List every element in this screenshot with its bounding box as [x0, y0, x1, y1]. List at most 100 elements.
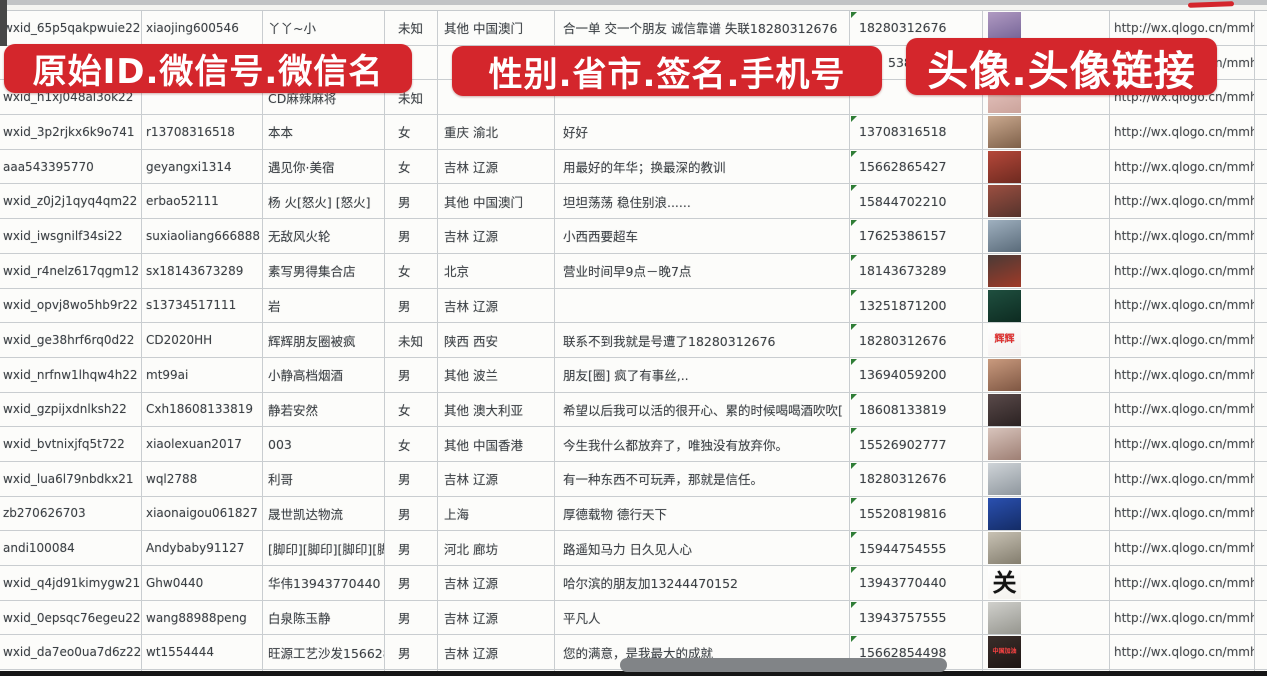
cell-province-city[interactable]: 北京 — [438, 253, 555, 288]
cell-province-city[interactable] — [438, 80, 555, 115]
cell-wechat-id[interactable]: xiaonaigou061827 — [142, 496, 263, 531]
cell-signature[interactable]: 小西西要超车 — [555, 219, 850, 253]
cell-original-id[interactable]: wxid_h1xj048al3ok22 — [0, 80, 142, 115]
cell-signature[interactable]: 今生我什么都放弃了，唯独没有放弃你。 — [555, 427, 850, 461]
cell-original-id[interactable]: wxid_da7eo0ua7d6z22 — [0, 635, 142, 670]
cell-original-id[interactable]: wxid_nrfnw1lhqw4h22 — [0, 357, 142, 392]
cell-gender[interactable]: 女 — [385, 427, 438, 461]
cell-gender[interactable]: 男 — [385, 288, 438, 323]
cell-wechat-name[interactable]: 静若安然 — [263, 392, 385, 427]
cell-gender[interactable]: 男 — [385, 461, 438, 496]
cell-avatar-link[interactable]: http://wx.qlogo.cn/mmhead — [1110, 253, 1255, 288]
cell-phone-number[interactable]: 18143673289 — [850, 253, 983, 288]
cell-province-city[interactable]: 其他 中国澳门 — [438, 184, 555, 219]
cell-phone-number[interactable]: 18280312676 — [850, 11, 983, 45]
cell-avatar-link[interactable]: http://wx.qlogo.cn/mmhead — [1110, 461, 1255, 496]
cell-avatar-link[interactable]: http://wx.qlogo.cn/mmhead — [1110, 566, 1255, 600]
cell-signature[interactable]: 营业时间早9点－晚7点 — [555, 253, 850, 288]
cell-phone-number[interactable]: 15844702210 — [850, 184, 983, 219]
cell-signature[interactable]: 您的满意，是我最大的成就 — [555, 635, 850, 670]
cell-province-city[interactable]: 吉林 辽源 — [438, 566, 555, 600]
cell-wechat-id[interactable]: geyangxi1314 — [142, 149, 263, 184]
cell-signature[interactable]: 坦坦荡荡 稳住别浪...... — [555, 184, 850, 219]
cell-avatar[interactable] — [983, 392, 1110, 427]
cell-wechat-id[interactable]: sx18143673289 — [142, 253, 263, 288]
cell-avatar[interactable] — [983, 600, 1110, 635]
cell-avatar-link[interactable]: http://wx.qlogo.cn/mmhead — [1110, 323, 1255, 357]
cell-gender[interactable]: 女 — [385, 253, 438, 288]
cell-signature[interactable]: 用最好的年华；换最深的教训 — [555, 149, 850, 184]
cell-avatar[interactable] — [983, 496, 1110, 531]
cell-signature[interactable]: 朋友[圈] 疯了有事丝,.. — [555, 357, 850, 392]
cell-province-city[interactable]: 河北 廊坊 — [438, 531, 555, 565]
cell-avatar[interactable]: 关 — [983, 566, 1110, 600]
cell-avatar-link[interactable]: http://wx.qlogo.cn/mmhead — [1110, 184, 1255, 219]
cell-original-id[interactable]: wxid_iwsgnilf34si22 — [0, 219, 142, 253]
cell-gender[interactable]: 男 — [385, 357, 438, 392]
cell-gender[interactable]: 未知 — [385, 11, 438, 45]
cell-wechat-id[interactable]: Andybaby91127 — [142, 531, 263, 565]
cell-original-id[interactable]: aaa543395770 — [0, 149, 142, 184]
cell-phone-number[interactable]: 18280312676 — [850, 323, 983, 357]
cell-province-city[interactable]: 其他 澳大利亚 — [438, 392, 555, 427]
cell-province-city[interactable]: 吉林 辽源 — [438, 635, 555, 670]
cell-avatar[interactable] — [983, 427, 1110, 461]
cell-avatar-link[interactable]: http://wx.qlogo.cn/mmhead — [1110, 115, 1255, 149]
cell-province-city[interactable]: 吉林 辽源 — [438, 600, 555, 635]
cell-wechat-name[interactable]: 利哥 — [263, 461, 385, 496]
cell-province-city[interactable]: 陕西 西安 — [438, 323, 555, 357]
cell-wechat-name[interactable]: 白泉陈玉静 — [263, 600, 385, 635]
cell-wechat-id[interactable]: Cxh18608133819 — [142, 392, 263, 427]
cell-gender[interactable]: 男 — [385, 600, 438, 635]
cell-avatar-link[interactable]: http://wx.qlogo.cn/mmhead — [1110, 357, 1255, 392]
cell-phone-number[interactable]: 15662854498 — [850, 635, 983, 670]
cell-phone-number[interactable]: 15526902777 — [850, 427, 983, 461]
cell-province-city[interactable]: 吉林 辽源 — [438, 219, 555, 253]
cell-province-city[interactable]: 其他 波兰 — [438, 357, 555, 392]
cell-gender[interactable]: 女 — [385, 149, 438, 184]
cell-original-id[interactable]: wxid_gzpijxdnlksh22 — [0, 392, 142, 427]
cell-original-id[interactable]: wxid_bvtnixjfq5t722 — [0, 427, 142, 461]
cell-gender[interactable]: 男 — [385, 635, 438, 670]
cell-wechat-name[interactable]: 华伟13943770440 — [263, 566, 385, 600]
cell-original-id[interactable]: andi100084 — [0, 531, 142, 565]
cell-original-id[interactable]: wxid_ge38hrf6rq0d22 — [0, 323, 142, 357]
cell-province-city[interactable]: 重庆 渝北 — [438, 115, 555, 149]
cell-phone-number[interactable]: 13708316518 — [850, 115, 983, 149]
cell-avatar[interactable] — [983, 531, 1110, 565]
cell-avatar[interactable] — [983, 219, 1110, 253]
cell-phone-number[interactable]: 13694059200 — [850, 357, 983, 392]
cell-phone-number[interactable]: 15662865427 — [850, 149, 983, 184]
cell-wechat-id[interactable]: suxiaoliang666888 — [142, 219, 263, 253]
cell-avatar[interactable]: 中国加油 — [983, 635, 1110, 670]
cell-avatar-link[interactable]: http://wx.qlogo.cn/mmhead — [1110, 149, 1255, 184]
cell-wechat-id[interactable]: wt1554444 — [142, 635, 263, 670]
cell-avatar-link[interactable]: http://wx.qlogo.cn/mmhead — [1110, 11, 1255, 45]
cell-wechat-name[interactable]: 003 — [263, 427, 385, 461]
cell-phone-number[interactable]: 13251871200 — [850, 288, 983, 323]
cell-gender[interactable]: 男 — [385, 184, 438, 219]
cell-wechat-id[interactable]: Ghw0440 — [142, 566, 263, 600]
cell-original-id[interactable]: wxid_q4jd91kimygw21 — [0, 566, 142, 600]
cell-avatar[interactable] — [983, 115, 1110, 149]
cell-phone-number[interactable]: 17625386157 — [850, 219, 983, 253]
cell-province-city[interactable]: 吉林 辽源 — [438, 288, 555, 323]
cell-original-id[interactable]: wxid_3p2rjkx6k9o741 — [0, 115, 142, 149]
cell-signature[interactable]: 路遥知马力 日久见人心 — [555, 531, 850, 565]
cell-signature[interactable]: 有一种东西不可玩弄，那就是信任。 — [555, 461, 850, 496]
cell-signature[interactable] — [555, 288, 850, 323]
cell-wechat-id[interactable]: erbao52111 — [142, 184, 263, 219]
cell-gender[interactable]: 未知 — [385, 80, 438, 115]
cell-phone-number[interactable]: 15520819816 — [850, 496, 983, 531]
cell-avatar[interactable] — [983, 149, 1110, 184]
cell-province-city[interactable]: 其他 中国香港 — [438, 427, 555, 461]
cell-avatar-link[interactable]: http://wx.qlogo.cn/mmhead — [1110, 635, 1255, 670]
cell-original-id[interactable]: wxid_lua6l79nbdkx21 — [0, 461, 142, 496]
cell-wechat-name[interactable]: 杨 火[怒火] [怒火] — [263, 184, 385, 219]
cell-avatar-link[interactable]: http://wx.qlogo.cn/mmhead — [1110, 219, 1255, 253]
cell-wechat-name[interactable]: 素写男得集合店 — [263, 253, 385, 288]
cell-wechat-name[interactable]: 辉辉朋友圈被疯 — [263, 323, 385, 357]
cell-wechat-id[interactable]: xiaojing600546 — [142, 11, 263, 45]
cell-avatar[interactable] — [983, 461, 1110, 496]
cell-phone-number[interactable]: 18608133819 — [850, 392, 983, 427]
